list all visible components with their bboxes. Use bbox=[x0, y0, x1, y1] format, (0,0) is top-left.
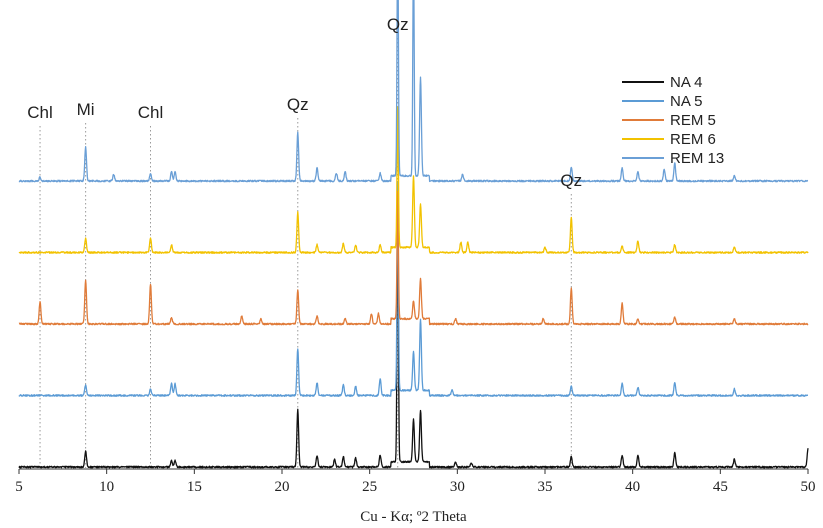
series-line-na-5 bbox=[18, 181, 809, 397]
legend-label: NA 5 bbox=[670, 93, 703, 110]
x-tick-label: 30 bbox=[450, 479, 465, 495]
legend-label: NA 4 bbox=[670, 74, 703, 91]
x-tick-label: 35 bbox=[538, 479, 553, 495]
x-tick-label: 20 bbox=[275, 479, 290, 495]
peak-label: Chl bbox=[138, 103, 164, 122]
x-tick-label: 40 bbox=[625, 479, 640, 495]
series-line-rem-5 bbox=[18, 190, 809, 326]
x-tick-label: 50 bbox=[801, 479, 816, 495]
peak-label: Qz bbox=[287, 95, 309, 114]
peak-label: Qz bbox=[387, 15, 409, 34]
phase-marker-lines bbox=[39, 38, 572, 468]
x-axis-ticks: 5 10 15 20 25 30 35 40 45 50 bbox=[15, 469, 816, 495]
series-line-na-4 bbox=[18, 201, 809, 469]
x-tick-label: 10 bbox=[99, 479, 114, 495]
x-axis-title: Cu - Kα; º2 Theta bbox=[360, 509, 467, 525]
x-tick-label: 45 bbox=[713, 479, 728, 495]
series-line-rem-6 bbox=[18, 106, 809, 254]
legend-label: REM 5 bbox=[670, 112, 716, 129]
peak-label: Mi bbox=[77, 100, 95, 119]
x-tick-label: 5 bbox=[15, 479, 23, 495]
peak-annotations: Chl Mi Chl Qz Qz Qz bbox=[27, 15, 582, 190]
legend-label: REM 6 bbox=[670, 131, 716, 148]
legend: NA 4 NA 5 REM 5 REM 6 REM 13 bbox=[622, 74, 724, 167]
legend-label: REM 13 bbox=[670, 150, 724, 167]
series-layer bbox=[18, 0, 809, 469]
series-line-rem-13 bbox=[18, 0, 809, 183]
x-tick-label: 25 bbox=[362, 479, 377, 495]
peak-label: Chl bbox=[27, 103, 53, 122]
peak-label: Qz bbox=[560, 171, 582, 190]
x-tick-label: 15 bbox=[187, 479, 202, 495]
